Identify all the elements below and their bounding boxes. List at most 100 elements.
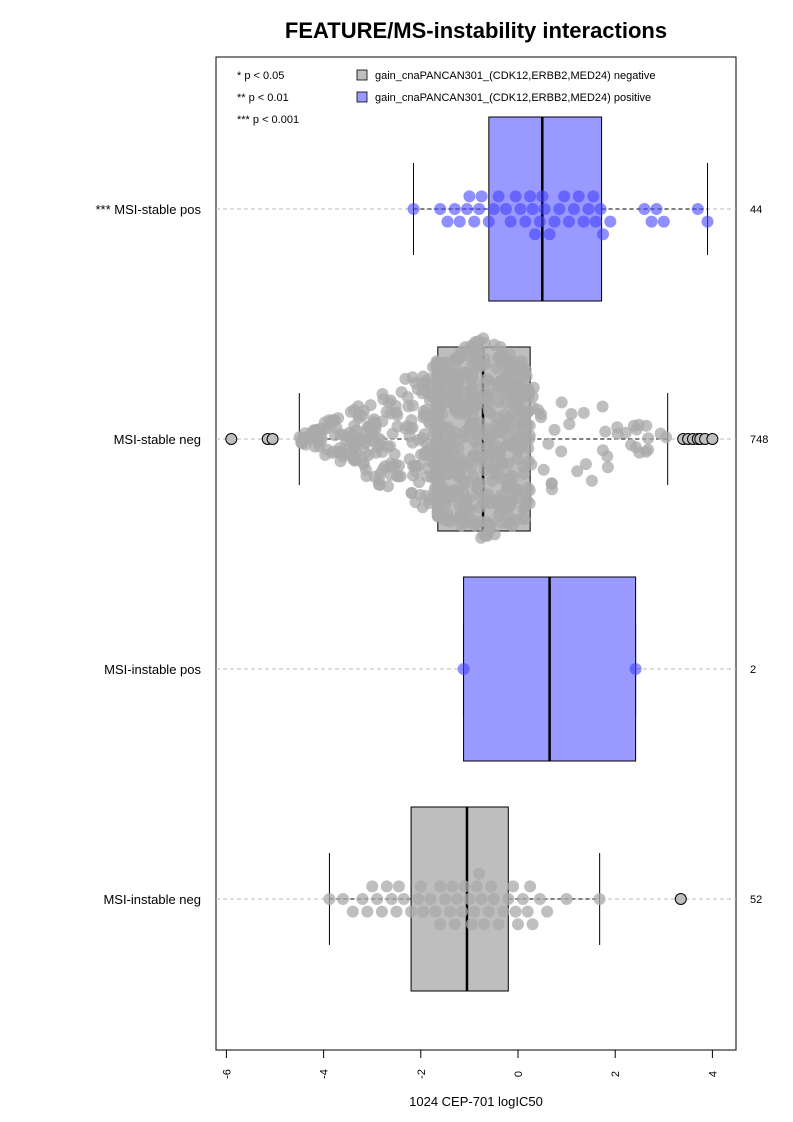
group-3-point xyxy=(412,893,425,905)
sig-legend-1: * p < 0.05 xyxy=(237,70,284,82)
group-1-point xyxy=(480,515,493,528)
group-3-point xyxy=(361,905,374,918)
group-1-point xyxy=(454,510,467,523)
group-1-point xyxy=(571,465,584,478)
group-1-count: 748 xyxy=(750,434,768,446)
group-1-point xyxy=(334,455,347,468)
legend-label-positive: gain_cnaPANCAN301_(CDK12,ERBB2,MED24) po… xyxy=(375,92,651,104)
x-tick-label-2: -2 xyxy=(416,1069,428,1079)
group-0-point xyxy=(407,203,420,215)
group-1-point xyxy=(492,509,505,522)
group-0-point xyxy=(572,190,585,203)
group-0-point xyxy=(453,215,466,228)
group-1-point xyxy=(464,393,477,406)
group-1-outlier xyxy=(266,433,279,445)
group-1-point xyxy=(431,483,444,496)
group-1-point xyxy=(443,366,456,379)
legend-swatch-negative xyxy=(356,69,368,81)
group-1-point xyxy=(368,470,381,483)
group-1-point xyxy=(453,468,465,481)
x-tick-label-1: -4 xyxy=(319,1069,331,1079)
group-1-point xyxy=(314,424,327,437)
group-1-point xyxy=(522,481,535,494)
group-1-point xyxy=(406,399,419,412)
group-0-point xyxy=(499,203,512,215)
group-1-point xyxy=(599,425,612,438)
group-1-point xyxy=(395,386,408,399)
group-1-point xyxy=(520,419,533,432)
group-1-point xyxy=(601,461,614,474)
group-3-point xyxy=(390,905,403,918)
group-1-point xyxy=(585,474,598,487)
group-0-point xyxy=(492,190,505,203)
group-1-point xyxy=(484,449,497,462)
group-0-point xyxy=(536,190,549,203)
group-1-point xyxy=(342,430,355,443)
group-1-point xyxy=(431,414,444,427)
group-1-point xyxy=(517,502,530,515)
chart-title: FEATURE/MS-instability interactions xyxy=(285,18,667,43)
group-1-point xyxy=(565,408,578,420)
group-0-point xyxy=(594,203,607,215)
group-1-point xyxy=(418,428,431,441)
group-1-point xyxy=(642,432,655,445)
group-1-point xyxy=(546,483,558,496)
group-1-point xyxy=(429,393,442,406)
group-0-point xyxy=(529,228,541,241)
group-1-point xyxy=(579,458,592,471)
group-labels: *** MSI-stable pos 44 MSI-stable neg 748 MSI… xyxy=(96,202,769,907)
group-1-point xyxy=(431,404,444,417)
group-1-point xyxy=(531,403,544,416)
group-1-point xyxy=(499,396,512,409)
group-1-point xyxy=(502,501,515,514)
group-1-point xyxy=(563,418,576,431)
group-1-point xyxy=(440,394,453,407)
group-3-point xyxy=(446,880,459,893)
group-1-point xyxy=(465,417,478,430)
group-1-point xyxy=(449,352,462,365)
group-3-point xyxy=(371,893,384,905)
group-1-point xyxy=(504,361,517,374)
group-0-point xyxy=(514,203,527,215)
group-3-point xyxy=(434,918,447,931)
group-1-point xyxy=(537,463,550,476)
group-3-point xyxy=(385,893,398,905)
group-3-point xyxy=(492,918,505,931)
group-1-point xyxy=(488,338,501,351)
group-3-point xyxy=(482,905,495,918)
group-1-point xyxy=(496,456,508,469)
group-1-point xyxy=(596,444,609,457)
group-1-point xyxy=(406,371,419,384)
group-1-point xyxy=(455,368,468,381)
group-3-point xyxy=(429,905,442,918)
group-1-point xyxy=(364,399,377,412)
group-1-point xyxy=(633,446,646,459)
group-1-point xyxy=(409,496,422,509)
significance-legend: * p < 0.05 ** p < 0.01 *** p < 0.001 xyxy=(237,70,299,126)
group-3-point xyxy=(451,893,464,905)
group-0-point xyxy=(587,190,600,203)
group-0-point xyxy=(519,215,532,228)
group-1-point xyxy=(501,481,514,494)
group-0-point xyxy=(597,228,609,241)
group-1-point xyxy=(376,415,389,428)
group-3-point xyxy=(356,893,369,905)
group-1-point xyxy=(430,455,442,468)
group-1-point xyxy=(410,465,423,478)
group-0-point xyxy=(650,203,663,215)
group-1-point xyxy=(523,433,536,445)
group-1-point xyxy=(516,511,529,524)
group-1-point xyxy=(419,489,432,502)
group-0-point xyxy=(567,203,580,215)
group-3-count: 52 xyxy=(750,894,762,906)
group-1-point xyxy=(358,426,371,439)
group-3-point xyxy=(487,893,500,905)
group-3-point xyxy=(397,893,410,905)
legend-label-negative: gain_cnaPANCAN301_(CDK12,ERBB2,MED24) ne… xyxy=(375,70,655,82)
group-1-point xyxy=(498,379,511,392)
group-1-point xyxy=(332,412,345,425)
group-2-label: MSI-instable pos xyxy=(104,662,201,677)
group-3-point xyxy=(323,893,336,905)
group-3-point xyxy=(470,880,483,893)
